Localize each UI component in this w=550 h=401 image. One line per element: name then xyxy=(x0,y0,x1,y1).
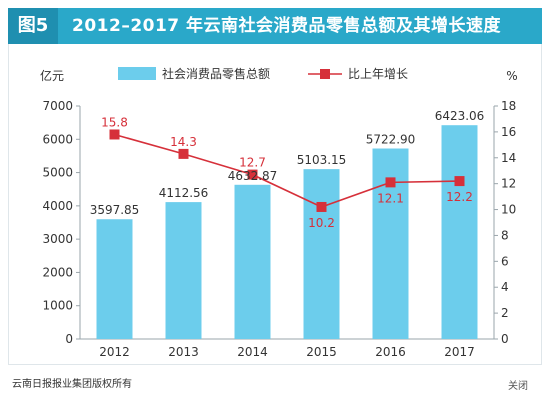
x-tick-label: 2013 xyxy=(168,345,199,359)
left-tick-label: 1000 xyxy=(42,299,73,313)
copyright-text: 云南日报报业集团版权所有 xyxy=(12,379,132,390)
bar-value-label: 4112.56 xyxy=(159,186,209,200)
bar xyxy=(441,125,478,339)
left-axis-unit: 亿元 xyxy=(40,68,64,83)
right-tick-label: 8 xyxy=(501,228,509,242)
growth-point xyxy=(109,129,120,140)
growth-value-label: 14.3 xyxy=(170,135,197,149)
growth-point xyxy=(247,169,258,180)
growth-value-label: 10.2 xyxy=(308,216,335,230)
legend-bar-swatch xyxy=(118,67,156,80)
legend-bar-label: 社会消费品零售总额 xyxy=(162,66,270,81)
x-tick-label: 2017 xyxy=(444,345,475,359)
right-tick-label: 4 xyxy=(501,280,509,294)
right-tick-label: 14 xyxy=(501,151,516,165)
right-tick-label: 10 xyxy=(501,203,516,217)
growth-point xyxy=(454,176,465,187)
right-tick-label: 12 xyxy=(501,177,516,191)
growth-value-label: 15.8 xyxy=(101,115,128,129)
growth-polyline xyxy=(114,133,460,208)
bar-value-label: 4632.87 xyxy=(228,169,278,183)
growth-value-label: 12.1 xyxy=(377,191,404,205)
figure-label: 图5 xyxy=(8,8,58,44)
growth-point xyxy=(385,177,396,188)
legend: 社会消费品零售总额 比上年增长 xyxy=(118,66,408,81)
right-tick-label: 0 xyxy=(501,332,509,346)
x-tick-label: 2014 xyxy=(237,345,268,359)
axes: 亿元 % 0 1000 2000 3000 4000 5000 6000 7000 0 2 4 6 8 10 1… xyxy=(40,68,518,359)
close-link[interactable]: 关闭 xyxy=(508,381,528,392)
bar-value-label: 5103.15 xyxy=(297,153,347,167)
left-tick-label: 2000 xyxy=(42,265,73,279)
legend-line-marker xyxy=(320,69,330,79)
right-tick-label: 16 xyxy=(501,125,516,139)
bar xyxy=(165,202,202,339)
growth-point xyxy=(178,148,189,159)
right-tick-label: 18 xyxy=(501,99,516,113)
left-tick-label: 6000 xyxy=(42,132,73,146)
bar-value-label: 5722.90 xyxy=(366,133,416,147)
title-bar xyxy=(8,8,542,44)
data-labels: 3597.85 4112.56 4632.87 5103.15 5722.90 6423.… xyxy=(90,109,485,230)
x-tick-label: 2015 xyxy=(306,345,337,359)
right-tick-label: 6 xyxy=(501,254,509,268)
left-tick-label: 3000 xyxy=(42,232,73,246)
growth-value-label: 12.7 xyxy=(239,156,266,170)
growth-line xyxy=(109,129,465,212)
bar-value-label: 3597.85 xyxy=(90,203,140,217)
bar xyxy=(303,169,340,339)
bar xyxy=(234,184,271,339)
bar xyxy=(96,219,133,339)
growth-value-label: 12.2 xyxy=(446,190,473,204)
bars xyxy=(96,125,478,339)
right-axis-unit: % xyxy=(506,69,517,83)
right-tick-label: 2 xyxy=(501,306,509,320)
growth-point xyxy=(316,201,327,212)
left-tick-label: 7000 xyxy=(42,99,73,113)
chart-title: 2012–2017 年云南社会消费品零售总额及其增长速度 xyxy=(72,16,502,36)
left-tick-label: 5000 xyxy=(42,166,73,180)
x-tick-label: 2012 xyxy=(99,345,130,359)
left-tick-label: 0 xyxy=(65,332,73,346)
x-tick-label: 2016 xyxy=(375,345,406,359)
left-tick-label: 4000 xyxy=(42,199,73,213)
legend-line-label: 比上年增长 xyxy=(348,67,408,81)
bar-value-label: 6423.06 xyxy=(435,109,485,123)
bar xyxy=(372,148,409,339)
